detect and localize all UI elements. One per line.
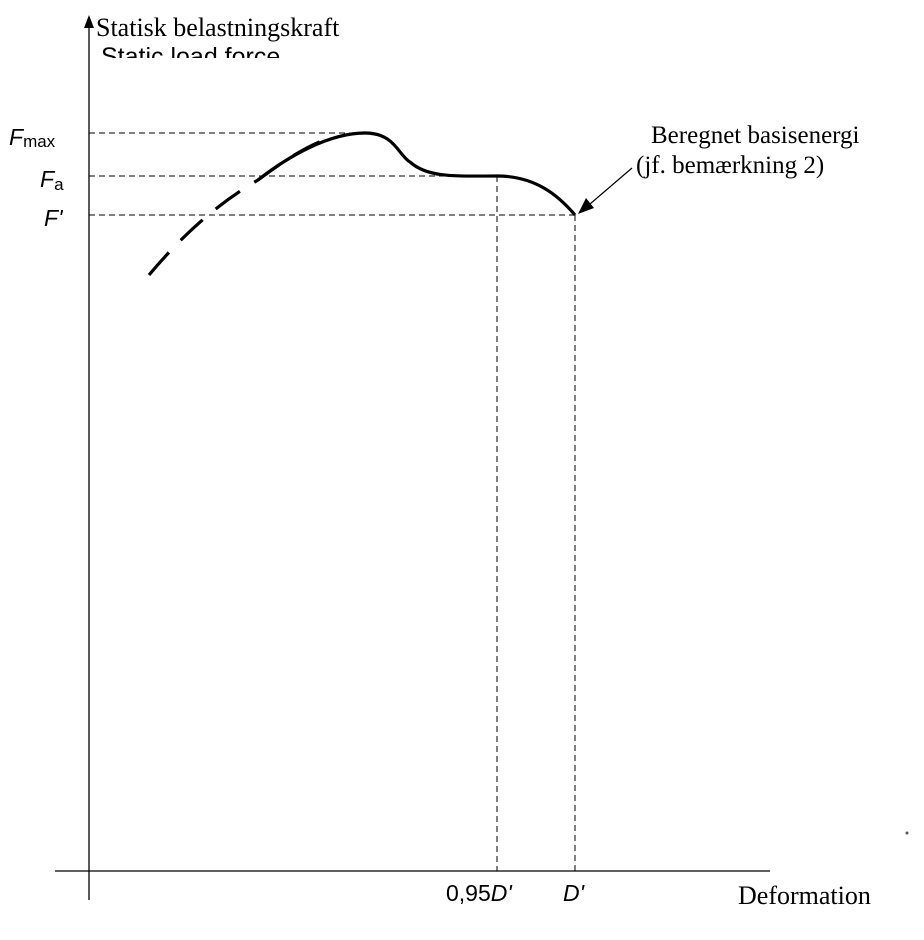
reference-lines xyxy=(89,132,576,871)
stray-dot xyxy=(905,831,909,835)
fa-label: Fa xyxy=(40,166,64,194)
annotation-line-1: Beregnet basisenergi xyxy=(651,122,860,149)
annotation-arrow-line xyxy=(589,167,633,205)
y-axis-arrow-icon xyxy=(84,15,94,28)
annotation-arrow-icon xyxy=(578,198,594,214)
d095-label: 0,95D' xyxy=(446,880,513,906)
fprime-label: F' xyxy=(44,205,64,231)
fmax-label: Fmax xyxy=(9,124,56,151)
annotation-line-2: (jf. bemærkning 2) xyxy=(636,152,824,179)
curve-dashed-segment xyxy=(147,136,331,277)
curve-solid-segment xyxy=(257,131,577,217)
y-axis-label: Statisk belastningskraft xyxy=(96,13,340,42)
x-axis-label: Deformation xyxy=(738,881,871,910)
y-axis-label-overprint: Static load force xyxy=(101,43,280,71)
dprime-label: D' xyxy=(563,880,586,906)
